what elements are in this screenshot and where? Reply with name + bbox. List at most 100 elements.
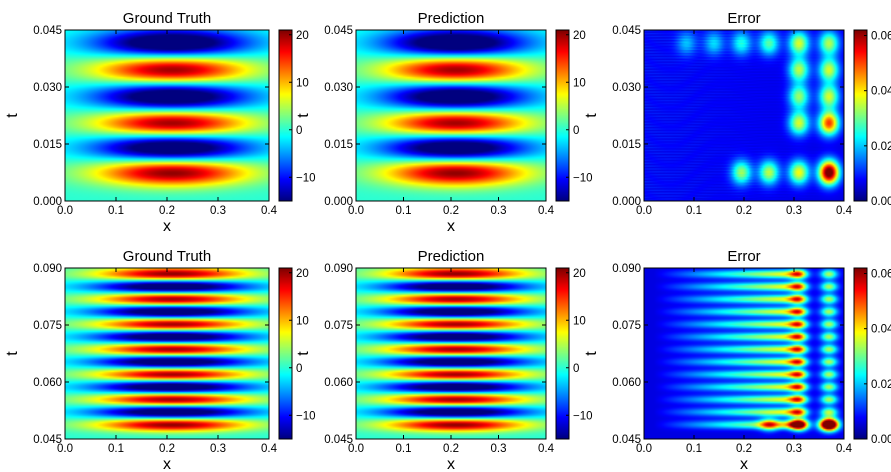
colorbar-tick-label: 0.06 — [871, 31, 891, 43]
y-tick-label: 0.015 — [324, 139, 353, 151]
x-tick-label: 0.0 — [348, 205, 364, 217]
colorbar-gradient — [279, 268, 292, 439]
x-tick-label: 0.1 — [686, 205, 702, 217]
colorbar-tick-label: 20 — [573, 30, 586, 42]
x-tick-label: 0.3 — [786, 443, 802, 455]
y-tick-label: 0.075 — [612, 320, 641, 332]
colorbar-tick-label: 10 — [573, 315, 586, 327]
y-tick-label: 0.015 — [612, 139, 641, 151]
x-tick-label: 0.4 — [836, 443, 853, 455]
heatmap-image — [356, 30, 546, 201]
y-tick-label: 0.045 — [33, 434, 62, 446]
y-tick-label: 0.000 — [612, 196, 641, 208]
x-tick-label: 0.3 — [786, 205, 802, 217]
colorbar-tick-label: 0 — [296, 363, 302, 375]
y-tick-label: 0.075 — [33, 320, 62, 332]
y-tick-label: 0.015 — [33, 139, 62, 151]
x-tick-label: 0.4 — [538, 443, 555, 455]
colorbar-tick-label: 20 — [573, 268, 586, 280]
x-tick-label: 0.4 — [836, 205, 853, 217]
colorbar: 20 10 0 −10 — [278, 267, 316, 440]
x-axis-label: x — [163, 218, 171, 235]
colorbar-tick-label: −10 — [296, 172, 316, 184]
colorbar-gradient — [556, 268, 569, 439]
colorbar: 20 10 0 −10 — [278, 29, 316, 202]
y-tick-label: 0.060 — [324, 377, 353, 389]
x-tick-label: 0.3 — [210, 443, 226, 455]
x-axis-label: x — [740, 456, 748, 472]
colorbar-tick-label: 0.00 — [871, 196, 891, 208]
x-tick-label: 0.1 — [396, 443, 412, 455]
x-tick-label: 0.4 — [538, 205, 555, 217]
x-tick-label: 0.0 — [57, 205, 73, 217]
y-tick-label: 0.045 — [612, 25, 641, 37]
colorbar-tick-label: 0 — [573, 363, 579, 375]
x-tick-label: 0.1 — [686, 443, 702, 455]
y-axis-label: t — [295, 113, 312, 118]
x-tick-label: 0.1 — [108, 205, 124, 217]
y-tick-label: 0.060 — [33, 377, 62, 389]
x-tick-label: 0.2 — [159, 205, 175, 217]
colorbar-tick-label: 0.04 — [871, 86, 891, 98]
heatmap-panel-3: Error 0.0 0.1 0.2 0.3 0.4 0.000 0.015 0.030 0.045… — [583, 10, 891, 217]
colorbar-frame — [555, 29, 570, 202]
y-tick-label: 0.030 — [324, 82, 353, 94]
x-tick-label: 0.4 — [261, 443, 278, 455]
x-tick-label: 0.2 — [443, 443, 459, 455]
panel-title: Ground Truth — [123, 248, 211, 265]
y-tick-label: 0.045 — [612, 434, 641, 446]
heatmap-panel-4: Ground Truth 0.0 0.1 0.2 0.3 0.4 0.045 0.060 0.0… — [4, 248, 316, 472]
y-axis-label: t — [295, 351, 312, 356]
y-tick-label: 0.030 — [33, 82, 62, 94]
y-tick-label: 0.000 — [324, 196, 353, 208]
heatmap-panel-2: Prediction 0.0 0.1 0.2 0.3 0.4 0.000 0.015 0.030… — [295, 10, 593, 235]
y-tick-label: 0.075 — [324, 320, 353, 332]
x-tick-label: 0.3 — [491, 443, 507, 455]
heatmap-panel-6: Error 0.0 0.1 0.2 0.3 0.4 0.045 0.060 0.075 0.090… — [583, 248, 891, 472]
y-tick-label: 0.060 — [612, 377, 641, 389]
colorbar-gradient — [854, 268, 867, 439]
colorbar: 0.06 0.04 0.02 0.00 — [853, 267, 891, 446]
panel-title: Prediction — [418, 10, 485, 27]
heatmap-image — [644, 268, 844, 439]
heatmap-image — [356, 268, 546, 439]
heatmap-panel-1: Ground Truth 0.0 0.1 0.2 0.3 0.4 0.000 0.015 0.0… — [4, 10, 316, 235]
y-tick-label: 0.090 — [324, 263, 353, 275]
y-tick-label: 0.045 — [324, 434, 353, 446]
colorbar-gradient — [279, 30, 292, 201]
colorbar-gradient — [854, 30, 867, 201]
colorbar-tick-label: 20 — [296, 268, 309, 280]
x-tick-label: 0.1 — [108, 443, 124, 455]
x-tick-label: 0.0 — [57, 443, 73, 455]
x-tick-label: 0.0 — [636, 205, 652, 217]
heatmap-image — [65, 30, 269, 201]
x-tick-label: 0.2 — [159, 443, 175, 455]
colorbar-gradient — [556, 30, 569, 201]
y-tick-label: 0.090 — [33, 263, 62, 275]
colorbar-tick-label: 10 — [296, 315, 309, 327]
heatmap-panel-5: Prediction 0.0 0.1 0.2 0.3 0.4 0.045 0.060 0.075… — [295, 248, 593, 472]
colorbar-frame — [278, 29, 293, 202]
x-tick-label: 0.3 — [210, 205, 226, 217]
x-tick-label: 0.2 — [736, 443, 752, 455]
colorbar-tick-label: −10 — [296, 410, 316, 422]
colorbar-frame — [853, 267, 868, 440]
colorbar-tick-label: 0 — [573, 125, 579, 137]
panel-title: Error — [727, 248, 760, 265]
y-tick-label: 0.045 — [324, 25, 353, 37]
colorbar-tick-label: −10 — [573, 410, 593, 422]
x-tick-label: 0.2 — [443, 205, 459, 217]
y-axis-label: t — [4, 113, 21, 118]
colorbar-tick-label: 0.06 — [871, 269, 891, 281]
colorbar: 0.06 0.04 0.02 0.00 — [853, 29, 891, 208]
x-axis-label: x — [447, 218, 455, 235]
x-tick-label: 0.1 — [396, 205, 412, 217]
x-tick-label: 0.3 — [491, 205, 507, 217]
x-tick-label: 0.0 — [636, 443, 652, 455]
x-axis-label: x — [163, 456, 171, 472]
heatmap-image — [65, 268, 269, 439]
colorbar-frame — [278, 267, 293, 440]
colorbar-tick-label: 20 — [296, 30, 309, 42]
colorbar-frame — [853, 29, 868, 202]
